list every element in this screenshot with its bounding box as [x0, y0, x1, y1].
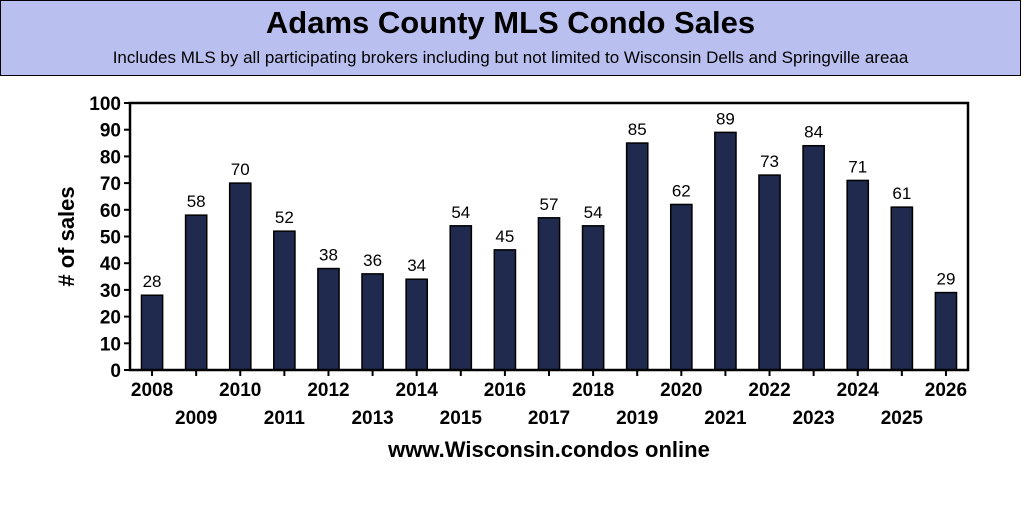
- bar-2017: [537, 217, 561, 371]
- y-tick-label: 0: [110, 361, 121, 382]
- bars: 28 58 70 52 38 36 34 54 45 57 54 85 62 89 73 84 71 61 29: [140, 109, 958, 371]
- bar-2026: [934, 291, 958, 371]
- x-tick-label: 2023: [792, 408, 834, 429]
- bar-2011: [273, 230, 296, 371]
- x-tick-label: 2009: [175, 408, 217, 429]
- x-axis: 2008200920102011201220132014201520162017…: [131, 370, 967, 429]
- title-banner: Adams County MLS Condo Sales Includes ML…: [0, 0, 1021, 76]
- plot-frame: [128, 101, 970, 372]
- x-tick-label: 2025: [881, 408, 924, 429]
- data-label-2017: 57: [540, 195, 559, 214]
- x-tick-label: 2017: [528, 408, 570, 429]
- data-label-2019: 85: [628, 120, 647, 139]
- bar-2015: [449, 225, 473, 371]
- y-tick-label: 100: [89, 94, 121, 115]
- data-label-2024: 71: [848, 157, 867, 176]
- data-label-2008: 28: [143, 272, 162, 291]
- data-label-2026: 29: [936, 270, 955, 289]
- data-label-2016: 45: [495, 227, 514, 246]
- data-label-2010: 70: [231, 160, 250, 179]
- data-label-2023: 84: [804, 123, 823, 142]
- y-tick-label: 90: [100, 121, 121, 142]
- data-label-2012: 38: [319, 246, 338, 265]
- x-tick-label: 2024: [837, 380, 880, 401]
- bar-2023: [802, 144, 825, 371]
- x-tick-label: 2010: [219, 380, 261, 401]
- data-label-2013: 36: [363, 251, 382, 270]
- data-label-2018: 54: [584, 203, 603, 222]
- data-label-2020: 62: [672, 181, 691, 200]
- data-label-2025: 61: [892, 184, 911, 203]
- x-tick-label: 2013: [351, 408, 393, 429]
- data-label-2009: 58: [187, 192, 206, 211]
- bar-2020: [669, 203, 693, 371]
- x-tick-label: 2026: [925, 380, 967, 401]
- y-tick-label: 30: [100, 281, 121, 302]
- y-tick-label: 20: [100, 308, 121, 329]
- x-tick-label: 2015: [440, 408, 483, 429]
- y-tick-label: 60: [100, 201, 121, 222]
- y-tick-label: 10: [100, 334, 121, 355]
- data-label-2015: 54: [451, 203, 470, 222]
- chart-subtitle: Includes MLS by all participating broker…: [112, 48, 909, 67]
- x-tick-label: 2019: [616, 408, 658, 429]
- x-tick-label: 2014: [396, 380, 439, 401]
- bar-2012: [317, 267, 340, 371]
- data-label-2011: 52: [275, 208, 294, 227]
- y-tick-label: 50: [100, 228, 121, 249]
- x-tick-label: 2020: [660, 380, 702, 401]
- bar-2009: [184, 214, 208, 371]
- bar-2025: [890, 206, 914, 371]
- bar-2021: [714, 131, 737, 371]
- x-axis-title: www.Wisconsin.condos online: [387, 437, 710, 462]
- data-label-2021: 89: [716, 109, 735, 128]
- x-tick-label: 2012: [307, 380, 349, 401]
- bar-2024: [846, 179, 870, 371]
- bar-2016: [493, 249, 517, 371]
- x-tick-label: 2021: [704, 408, 747, 429]
- data-label-2014: 34: [407, 256, 426, 275]
- chart-title: Adams County MLS Condo Sales: [265, 5, 756, 40]
- y-tick-label: 70: [100, 174, 121, 195]
- x-tick-label: 2011: [264, 408, 306, 429]
- bar-2022: [758, 174, 781, 371]
- y-tick-label: 80: [100, 147, 121, 168]
- bar-2010: [228, 182, 252, 371]
- bar-2008: [140, 294, 164, 371]
- x-tick-label: 2008: [131, 380, 173, 401]
- bar-2019: [625, 142, 649, 371]
- bar-2013: [361, 273, 384, 371]
- x-tick-label: 2016: [484, 380, 526, 401]
- bar-2014: [405, 278, 429, 371]
- x-tick-label: 2018: [572, 380, 614, 401]
- data-label-2022: 73: [760, 152, 779, 171]
- y-axis-title: # of sales: [54, 186, 79, 286]
- x-tick-label: 2022: [748, 380, 790, 401]
- y-tick-label: 40: [100, 254, 121, 275]
- bar-2018: [581, 225, 605, 371]
- y-axis: 0 10 20 30 40 50 60 70 80 90 100: [89, 94, 130, 382]
